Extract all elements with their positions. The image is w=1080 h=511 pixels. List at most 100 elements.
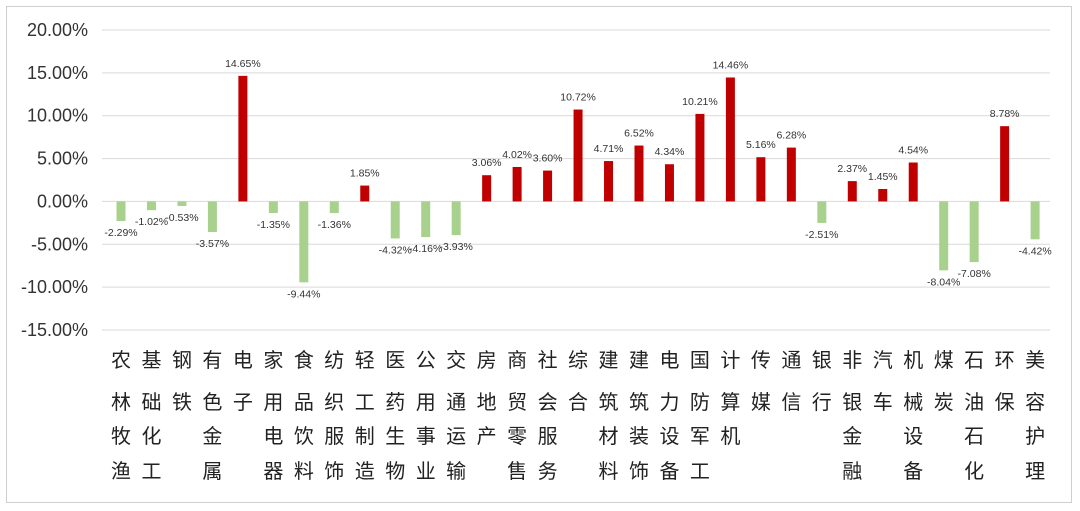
category-char: 食: [294, 348, 314, 372]
category-char: 电: [233, 348, 253, 372]
bar: [299, 201, 309, 283]
category-char: 纺: [324, 348, 344, 372]
category-char: 工: [141, 459, 161, 483]
data-labels: -2.29%-1.02%-0.53% -3.57% 14.65% -1.35% -9.4…: [104, 58, 1051, 300]
data-label: 2.37%: [837, 163, 867, 175]
category-char: 防: [690, 390, 710, 414]
bar: [725, 77, 735, 202]
data-label: 6.28%: [776, 130, 806, 142]
bar: [756, 157, 766, 202]
category-char: 服: [538, 424, 558, 448]
bar: [268, 201, 278, 213]
category-char: 合: [568, 390, 588, 414]
data-label: -7.08%: [958, 268, 991, 280]
category-char: 渔: [111, 459, 131, 483]
category-char: 银: [842, 390, 862, 414]
category-char: 装: [629, 424, 649, 448]
category-char: 石: [964, 348, 984, 372]
bar: [847, 181, 857, 202]
data-label: -3.93%: [440, 241, 473, 253]
category-char: 业: [416, 459, 436, 483]
bar: [390, 201, 400, 239]
category-char: 农: [111, 348, 131, 372]
category-char: 融: [842, 459, 862, 483]
category-char: 金: [842, 424, 862, 448]
category-label: 银行: [812, 348, 832, 414]
data-label: -1.35%: [257, 219, 290, 231]
y-tick-label: -5.00%: [31, 234, 88, 254]
data-label: 4.71%: [594, 143, 624, 155]
bar: [238, 75, 248, 202]
bar: [421, 201, 431, 238]
category-char: 服: [324, 424, 344, 448]
category-char: 计: [720, 348, 740, 372]
category-char: 色: [202, 390, 222, 414]
bar: [482, 175, 492, 202]
category-char: 机: [903, 348, 923, 372]
category-char: 基: [141, 348, 161, 372]
category-char: 算: [720, 390, 740, 414]
category-char: 容: [1025, 390, 1045, 414]
category-char: 林: [111, 390, 131, 414]
category-char: 汽: [873, 348, 893, 372]
data-label: 14.65%: [225, 58, 261, 70]
category-label: 电子: [233, 348, 253, 414]
category-char: 石: [964, 424, 984, 448]
bar: [512, 166, 522, 202]
y-tick-label: 15.00%: [27, 63, 88, 83]
category-char: 行: [812, 390, 832, 414]
category-char: 售: [507, 459, 527, 483]
category-char: 建: [599, 348, 619, 372]
category-label: 房地产: [477, 348, 497, 448]
data-label: -8.04%: [927, 276, 960, 288]
data-label: 8.78%: [990, 108, 1020, 120]
category-char: 材: [599, 424, 619, 448]
data-label: 6.52%: [624, 128, 654, 140]
y-tick-label: 0.00%: [37, 191, 88, 211]
data-label: -4.16%: [409, 243, 442, 255]
category-char: 事: [416, 424, 436, 448]
category-char: 理: [1025, 459, 1045, 483]
category-char: 器: [263, 459, 283, 483]
data-label: 1.45%: [868, 171, 898, 183]
data-label: -1.36%: [318, 219, 351, 231]
category-char: 社: [538, 348, 558, 372]
data-label: 14.46%: [713, 59, 749, 71]
category-char: 媒: [751, 390, 771, 414]
y-tick-label: 20.00%: [27, 20, 88, 40]
category-char: 饰: [324, 459, 344, 483]
bars: [116, 75, 1040, 283]
gridlines: [102, 29, 1050, 331]
category-char: 钢: [172, 348, 192, 372]
y-tick-label: -10.00%: [21, 277, 88, 297]
data-label: 4.34%: [655, 146, 685, 158]
bar: [969, 201, 979, 263]
category-char: 设: [903, 424, 923, 448]
category-char: 备: [903, 459, 923, 483]
category-char: 铁: [172, 390, 192, 414]
category-label: 通信: [781, 348, 801, 414]
category-char: 础: [141, 390, 161, 414]
category-label: 煤炭: [934, 348, 954, 414]
bar: [329, 201, 339, 214]
category-char: 传: [751, 348, 771, 372]
category-label: 传媒: [751, 348, 771, 414]
bar: [1030, 201, 1040, 240]
category-char: 建: [629, 348, 649, 372]
category-char: 综: [568, 348, 588, 372]
category-char: 零: [507, 424, 527, 448]
category-char: 物: [385, 459, 405, 483]
category-char: 电: [263, 424, 283, 448]
category-char: 输: [446, 459, 466, 483]
data-label: 10.21%: [682, 96, 718, 108]
